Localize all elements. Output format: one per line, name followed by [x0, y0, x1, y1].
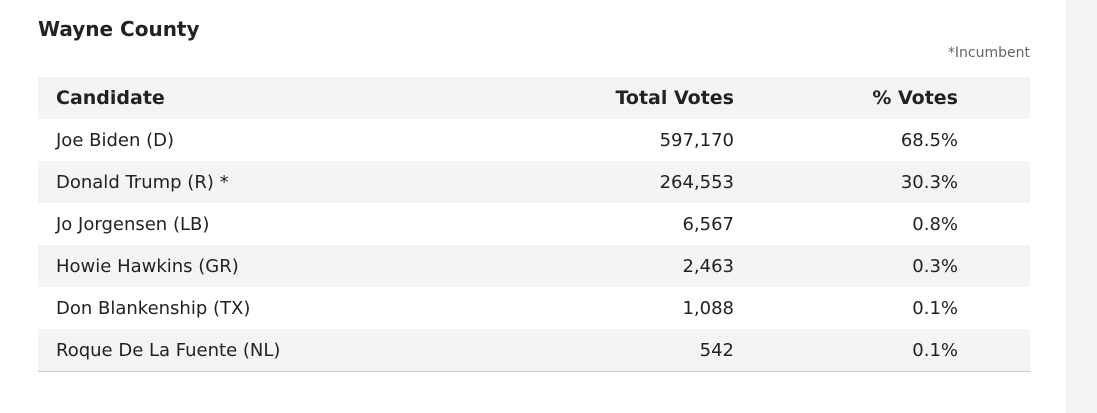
column-header: Total Votes	[615, 87, 734, 109]
cell: Roque De La Fuente (NL)	[56, 339, 281, 361]
column-header: % Votes	[872, 87, 958, 109]
cell: 597,170	[659, 129, 734, 151]
header-row: Candidate Total Votes % Votes	[38, 77, 1030, 119]
column-header: Candidate	[56, 87, 165, 109]
cell: 0.8%	[912, 213, 958, 235]
cell: 6,567	[682, 213, 734, 235]
candidate-row: Don Blankenship (TX) 1,088 0.1%	[38, 287, 1030, 329]
cell: 0.1%	[912, 339, 958, 361]
cell: 264,553	[659, 171, 734, 193]
cell: 542	[699, 339, 734, 361]
cell: Jo Jorgensen (LB)	[56, 213, 210, 235]
cell: 30.3%	[900, 171, 958, 193]
title: Wayne County	[38, 17, 200, 41]
cell: 0.3%	[912, 255, 958, 277]
cell: 68.5%	[900, 129, 958, 151]
cell: 2,463	[682, 255, 734, 277]
cell: Don Blankenship (TX)	[56, 297, 251, 319]
candidate-row: Roque De La Fuente (NL) 542 0.1%	[38, 329, 1030, 372]
results-card: Wayne County *Incumbent Candidate Total V…	[0, 0, 1066, 413]
candidate-row: Jo Jorgensen (LB) 6,567 0.8%	[38, 203, 1030, 245]
results-table: Candidate Total Votes % Votes Joe Biden (D…	[38, 77, 1030, 372]
cell: Howie Hawkins (GR)	[56, 255, 239, 277]
incumbent-note: *Incumbent	[947, 45, 1030, 61]
cell: 1,088	[682, 297, 734, 319]
candidate-row: Joe Biden (D) 597,170 68.5%	[38, 119, 1030, 161]
candidate-row: Howie Hawkins (GR) 2,463 0.3%	[38, 245, 1030, 287]
cell: 0.1%	[912, 297, 958, 319]
cell: Donald Trump (R) *	[56, 171, 229, 193]
cell: Joe Biden (D)	[56, 129, 175, 151]
candidate-row: Donald Trump (R) * 264,553 30.3%	[38, 161, 1030, 203]
